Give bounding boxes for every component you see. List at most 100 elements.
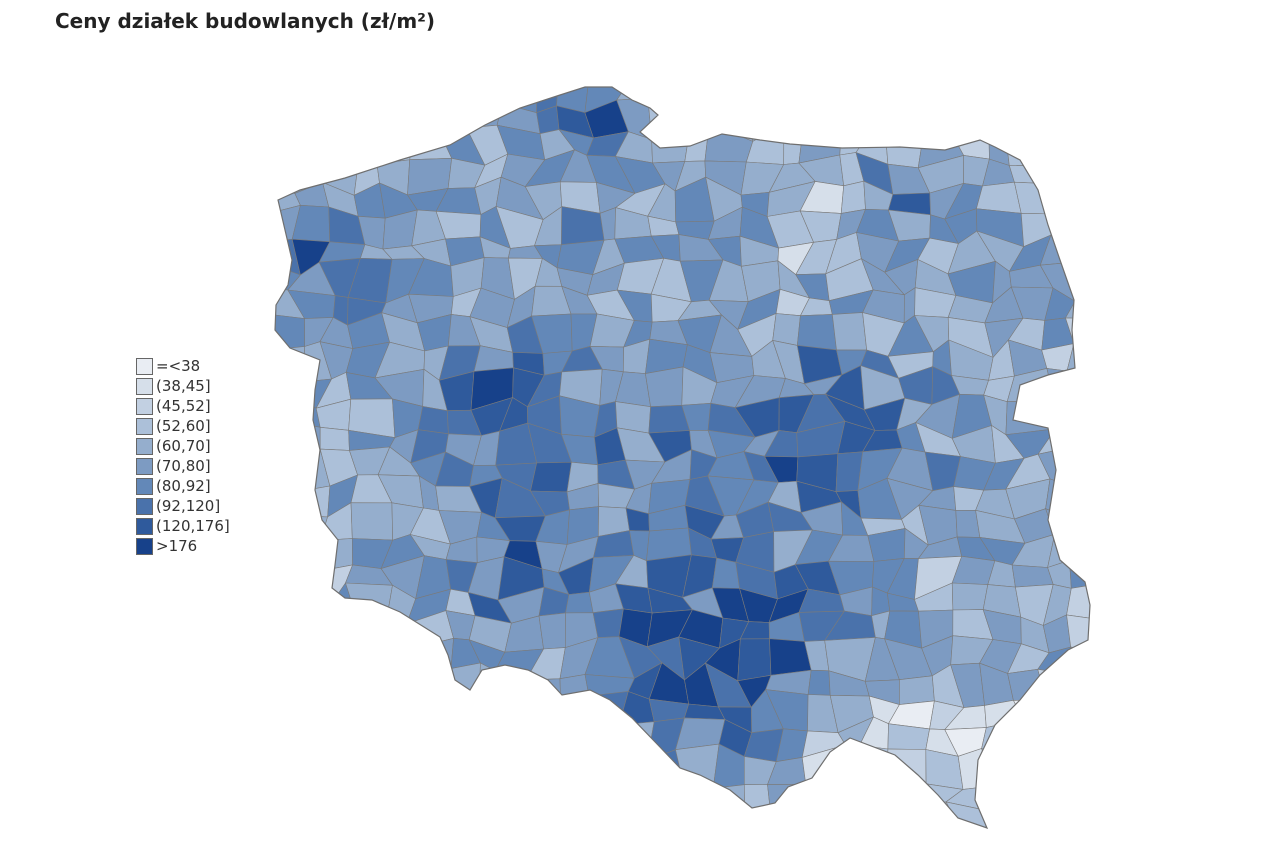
district-region [1075,399,1090,429]
district-region [565,591,594,614]
district-region [275,369,304,399]
district-region [1008,165,1055,185]
legend: =<38 (38,45] (45,52] (52,60] (60,70] (70… [136,356,230,556]
district-region [889,87,929,111]
district-region [496,780,536,815]
district-region [292,485,331,518]
district-region [440,718,486,754]
district-region [1053,126,1084,167]
district-region [927,87,961,114]
district-region [588,691,629,726]
map-title: Ceny działek budowlanych (zł/m²) [55,9,436,33]
district-region [275,132,300,166]
district-region [704,797,746,828]
district-region [1068,447,1090,487]
district-region [806,87,839,110]
legend-label: (38,45] [156,377,211,395]
district-region [275,620,298,646]
district-region [1014,181,1054,215]
legend-item: >176 [136,536,230,556]
district-region [322,700,362,725]
legend-label: (92,120] [156,497,221,515]
district-region [437,772,478,814]
district-region [293,597,336,623]
district-region [984,699,1024,728]
legend-item: (70,80] [136,456,230,476]
district-region [298,803,336,828]
legend-swatch [136,357,153,375]
district-region [1043,773,1077,812]
district-region [980,87,1016,114]
district-region [409,136,453,161]
district-region [645,366,684,408]
district-region [807,669,831,696]
district-region [1067,530,1090,561]
district-region [770,813,808,828]
district-region [615,771,661,816]
district-region [863,87,898,111]
legend-label: (45,52] [156,397,211,415]
district-region [585,770,620,816]
district-region [318,664,362,704]
district-region [1068,262,1090,302]
district-region [538,612,566,650]
district-region [704,122,754,163]
district-region [350,502,394,541]
district-region [616,87,650,101]
legend-label: =<38 [156,357,201,375]
district-region [554,720,592,761]
district-region [1054,400,1077,430]
district-region [286,620,319,655]
district-region [1074,179,1090,215]
district-region [275,778,299,805]
district-region [831,312,868,351]
district-region [440,747,486,782]
district-region [479,662,513,702]
district-region [1006,747,1050,783]
district-region [1011,564,1054,588]
district-region [534,801,565,828]
district-region [275,314,306,352]
district-region [420,87,455,105]
district-region [1066,212,1090,249]
district-region [275,446,306,491]
district-region [504,747,532,784]
district-region [275,346,306,383]
district-region [275,393,302,424]
district-region [359,700,388,736]
district-region [829,744,863,783]
district-region [983,804,1021,828]
district-region [288,664,324,704]
district-region [744,810,776,828]
district-region [561,770,600,816]
district-region [737,638,772,682]
legend-item: (60,70] [136,436,230,456]
legend-swatch [136,437,153,455]
district-region [350,812,391,828]
district-region [275,477,306,516]
district-region [618,750,661,776]
district-region [837,96,871,135]
district-region [678,107,710,134]
district-region [389,776,426,814]
district-region [1066,582,1090,620]
district-region [350,673,388,702]
district-region [981,748,1014,787]
district-region [289,540,326,571]
legend-swatch [136,457,153,475]
district-region [404,747,451,787]
district-region [275,689,302,722]
district-region [319,426,350,451]
district-region [465,800,503,828]
district-region [358,129,379,165]
district-region [1006,804,1056,828]
district-region [293,568,335,600]
district-region [773,106,808,125]
district-region [510,700,539,731]
district-region [318,779,363,815]
legend-swatch [136,397,153,415]
district-region [381,645,419,682]
district-region [275,157,300,194]
district-region [585,813,626,828]
district-region [524,701,573,736]
